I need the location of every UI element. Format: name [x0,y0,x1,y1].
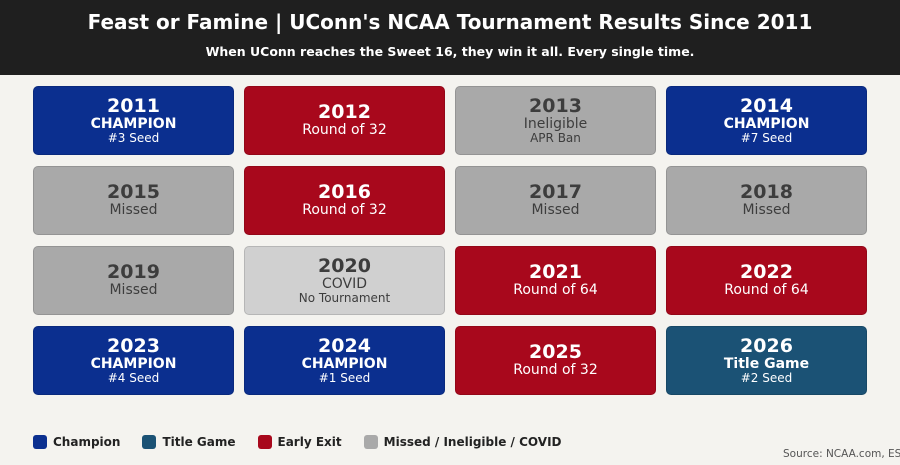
legend-swatch [142,435,157,449]
tile: 2019 Missed [33,246,234,315]
tile-year: 2018 [740,181,793,204]
legend-label: Missed / Ineligible / COVID [383,435,562,449]
tile-result: Missed [109,202,158,219]
subtitle: When UConn reaches the Sweet 16, they wi… [205,44,695,59]
tile-note: No Tournament [298,291,391,306]
tile-year: 2024 [318,334,371,357]
legend-label: Early Exit [277,435,342,449]
tile-year: 2022 [740,261,793,284]
tile-year: 2012 [318,101,371,124]
tile-year: 2025 [529,341,582,364]
tile-year: 2017 [529,181,582,204]
tile-year: 2020 [318,254,371,277]
header: Feast or Famine | UConn's NCAA Tournamen… [0,0,900,75]
legend-item: Early Exit [257,435,342,449]
tile-result: CHAMPION [723,115,810,132]
tile-result: Ineligible [523,115,588,132]
tile-note: #2 Seed [740,371,793,386]
tile-year: 2023 [107,334,160,357]
tile: 2014 CHAMPION #7 Seed [666,86,867,155]
legend-item: Missed / Ineligible / COVID [363,435,562,449]
tile: 2022 Round of 64 [666,246,867,315]
tile-result: COVID [321,275,368,292]
legend-label: Title Game [162,435,236,449]
tile-note: APR Ban [530,131,581,146]
legend-swatch [257,435,272,449]
legend-item: Title Game [142,435,236,449]
tile-result: Missed [109,282,158,299]
tile-result: CHAMPION [90,115,177,132]
tile: 2020 COVID No Tournament [244,246,445,315]
tile: 2021 Round of 64 [455,246,656,315]
legend-item: Champion [33,435,120,449]
tile-year: 2013 [529,94,582,117]
tile-result: Missed [742,202,791,219]
tile: 2024 CHAMPION #1 Seed [244,326,445,395]
tile: 2017 Missed [455,166,656,235]
tile: 2025 Round of 32 [455,326,656,395]
tile-result: CHAMPION [90,355,177,372]
tile-result: CHAMPION [301,355,388,372]
title: Feast or Famine | UConn's NCAA Tournamen… [87,10,813,34]
tile: 2012 Round of 32 [244,86,445,155]
legend-swatch [33,435,47,449]
tile-year: 2011 [107,94,160,117]
tile: 2018 Missed [666,166,867,235]
tile-result: Round of 32 [302,122,387,139]
tile-result: Title Game [723,355,810,372]
tile-result: Round of 32 [302,202,387,219]
tile-result: Round of 64 [513,282,598,299]
tile: 2013 Ineligible APR Ban [455,86,656,155]
tile-year: 2026 [740,334,793,357]
tile-note: #7 Seed [740,131,793,146]
legend: Champion Title Game Early Exit Missed / Ine… [33,435,562,449]
tile-note: #1 Seed [318,371,371,386]
tile-note: #4 Seed [107,371,160,386]
source: Source: NCAA.com, ESPN [783,448,900,460]
tile: 2016 Round of 32 [244,166,445,235]
tile: 2011 CHAMPION #3 Seed [33,86,234,155]
legend-swatch [363,435,378,449]
tile-year: 2015 [107,181,160,204]
tile: 2023 CHAMPION #4 Seed [33,326,234,395]
tile-result: Missed [531,202,580,219]
legend-label: Champion [53,435,121,449]
tile-year: 2021 [529,261,582,284]
tile-year: 2014 [740,94,793,117]
tile: 2015 Missed [33,166,234,235]
tile-result: Round of 64 [724,282,809,299]
tile-year: 2019 [107,261,160,284]
tile-result: Round of 32 [513,362,598,379]
tile-year: 2016 [318,181,371,204]
tile-note: #3 Seed [107,131,160,146]
tile-grid: 2011 CHAMPION #3 Seed 2012 Round of 32 2013 In… [33,86,867,395]
tile: 2026 Title Game #2 Seed [666,326,867,395]
